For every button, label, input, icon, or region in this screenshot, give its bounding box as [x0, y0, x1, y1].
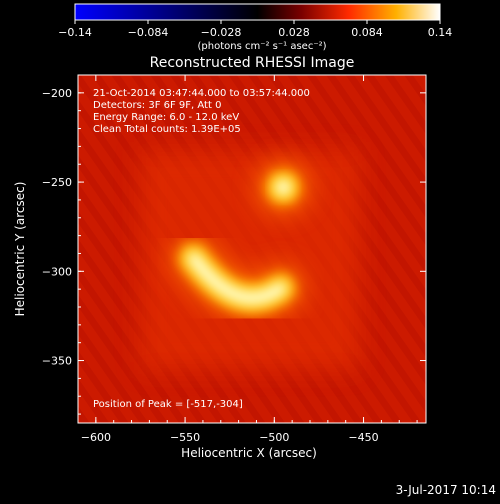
- y-axis-label: Heliocentric Y (arcsec): [13, 182, 27, 317]
- x-axis: −600 −550 −500 −450: [81, 75, 418, 444]
- colorbar-tick-label: −0.028: [201, 26, 242, 39]
- source-1-core: [274, 178, 293, 197]
- source-2-core: [186, 251, 288, 306]
- colorbar-tick-label: 0.028: [278, 26, 310, 39]
- heatmap-image: [78, 75, 426, 423]
- colorbar-tick-label: 0.084: [351, 26, 383, 39]
- annotation-line: 21-Oct-2014 03:47:44.000 to 03:57:44.000: [93, 88, 310, 99]
- x-tick-label: −600: [81, 431, 111, 444]
- x-axis-label: Heliocentric X (arcsec): [181, 446, 317, 460]
- y-tick-label: −250: [42, 176, 72, 189]
- annotation-line: Detectors: 3F 6F 9F, Att 0: [93, 100, 221, 111]
- annotation-line: Clean Total counts: 1.39E+05: [93, 124, 241, 135]
- colorbar-unit-label: (photons cm⁻² s⁻¹ asec⁻²): [197, 41, 326, 52]
- source-layer: [168, 159, 312, 324]
- y-tick-label: −350: [42, 355, 72, 368]
- colorbar-ticks: −0.14 −0.084 −0.028 0.028 0.084 0.14: [58, 20, 452, 39]
- colorbar-gradient: [74, 3, 441, 21]
- y-tick-label: −300: [42, 265, 72, 278]
- colorbar: −0.14 −0.084 −0.028 0.028 0.084 0.14 (photons…: [58, 3, 452, 52]
- annotation-line: Energy Range: 6.0 - 12.0 keV: [93, 112, 239, 123]
- x-tick-label: −550: [170, 431, 200, 444]
- colorbar-tick-label: 0.14: [428, 26, 453, 39]
- x-tick-label: −450: [348, 431, 378, 444]
- chart-title: Reconstructed RHESSI Image: [150, 55, 355, 71]
- y-tick-label: −200: [42, 87, 72, 100]
- peak-label: Position of Peak = [-517,-304]: [93, 399, 243, 410]
- annotation-block: 21-Oct-2014 03:47:44.000 to 03:57:44.000…: [93, 88, 310, 135]
- footer-timestamp: 3-Jul-2017 10:14: [396, 483, 496, 497]
- plot-frame: [77, 74, 427, 424]
- colorbar-tick-label: −0.084: [128, 26, 169, 39]
- x-tick-label: −500: [259, 431, 289, 444]
- colorbar-tick-label: −0.14: [58, 26, 92, 39]
- y-axis: −200 −250 −300 −350: [42, 74, 426, 415]
